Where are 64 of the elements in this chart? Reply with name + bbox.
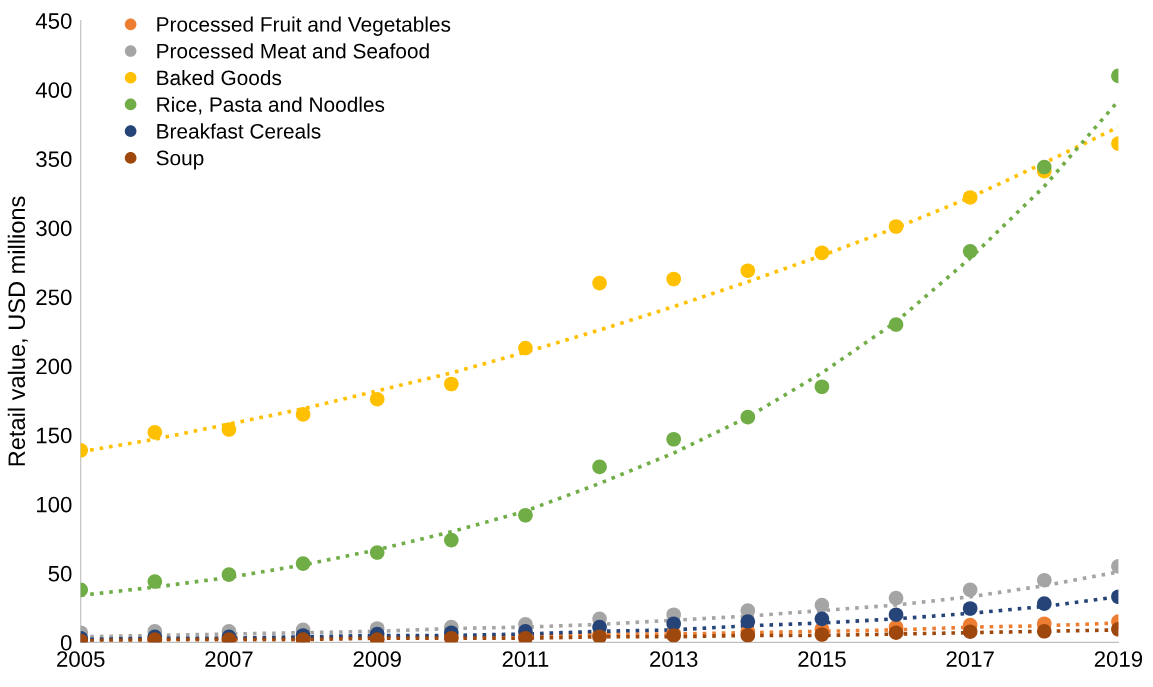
point <box>369 545 385 560</box>
point <box>962 244 978 259</box>
point <box>740 409 756 425</box>
point <box>147 425 163 440</box>
y-tick-label: 400 <box>35 82 72 98</box>
x-tick-label: 2015 <box>798 651 846 667</box>
y-tick-label: 350 <box>36 151 72 168</box>
point <box>962 601 978 616</box>
y-axis-title: Retail value, USD millions <box>7 196 28 466</box>
y-tick-label: 300 <box>36 220 72 237</box>
point <box>888 317 904 332</box>
point <box>295 407 311 422</box>
point <box>888 219 904 234</box>
point <box>888 607 904 622</box>
point <box>1037 572 1052 588</box>
y-tick-label: 0 <box>60 634 72 651</box>
point <box>221 422 237 437</box>
x-tick-label: 2011 <box>502 651 549 667</box>
legend-label: Soup <box>156 150 204 170</box>
y-tick-label: 200 <box>36 358 72 375</box>
point <box>962 190 978 205</box>
point <box>666 271 681 287</box>
x-tick-label: 2005 <box>57 651 105 667</box>
point <box>369 391 385 407</box>
y-tick-label: 150 <box>37 427 72 444</box>
legend-label: Rice, Pasta and Noodles <box>157 96 385 115</box>
legend-label: Processed Meat and Seafood <box>157 43 429 59</box>
point <box>740 263 756 278</box>
point <box>444 376 459 392</box>
y-tick-label: 100 <box>37 496 72 513</box>
x-tick-label: 2007 <box>205 651 253 667</box>
point <box>147 574 163 589</box>
legend-label: Breakfast Cereals <box>157 123 321 139</box>
legend-label: Processed Fruit and Vegetables <box>157 16 451 36</box>
point <box>295 556 311 571</box>
point <box>814 597 830 613</box>
point <box>962 582 978 598</box>
point <box>814 611 830 627</box>
point <box>1037 624 1052 639</box>
point <box>1037 159 1052 175</box>
point <box>592 275 607 291</box>
point <box>518 507 533 523</box>
point <box>814 379 830 395</box>
point <box>740 614 756 629</box>
point <box>962 624 978 639</box>
point <box>814 627 830 642</box>
y-tick-label: 50 <box>48 565 72 582</box>
y-tick-label: 450 <box>35 13 72 29</box>
point <box>888 590 904 606</box>
point <box>221 567 237 582</box>
point <box>592 459 607 475</box>
point <box>444 532 459 548</box>
legend-label: Baked Goods <box>157 69 282 86</box>
point <box>1037 596 1052 611</box>
point <box>518 340 533 356</box>
point <box>888 625 904 640</box>
x-tick-label: 2019 <box>1094 651 1143 667</box>
y-tick-label: 250 <box>36 289 72 306</box>
point <box>740 628 756 643</box>
point <box>814 245 830 261</box>
x-tick-label: 2013 <box>650 651 698 667</box>
x-tick-label: 2017 <box>946 651 994 667</box>
point <box>666 431 681 447</box>
x-tick-label: 2009 <box>353 651 401 667</box>
